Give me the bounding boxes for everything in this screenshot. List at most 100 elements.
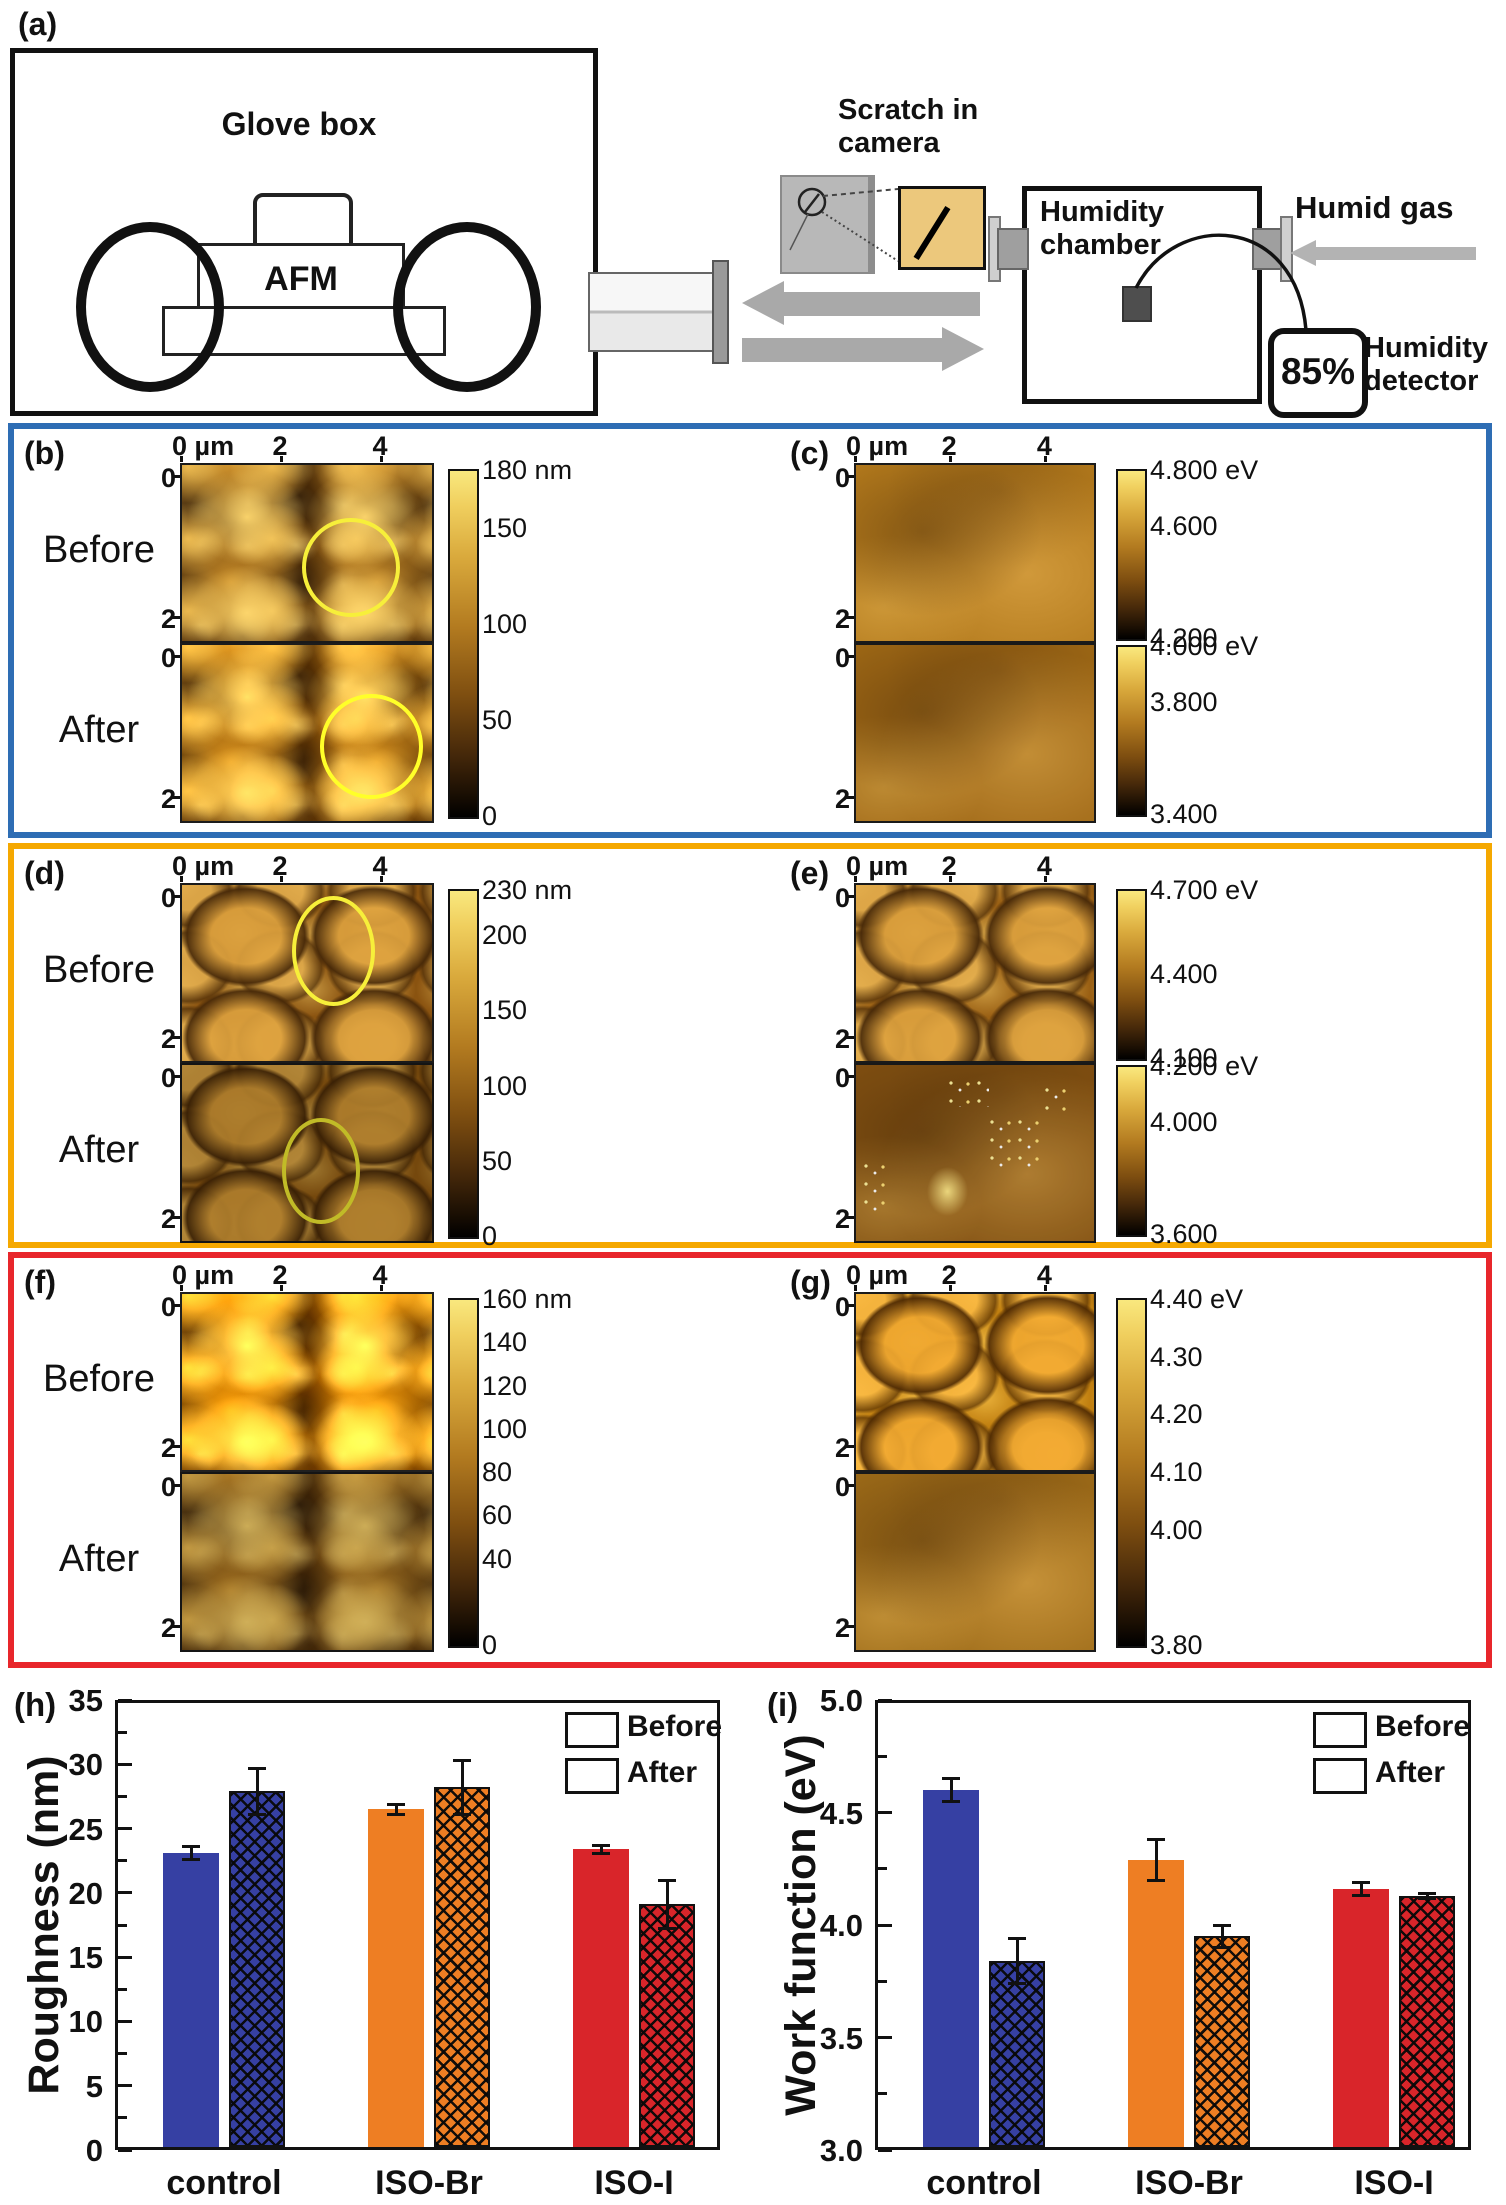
y-axis-tick — [878, 2036, 892, 2039]
after-label: After — [58, 1538, 140, 1580]
y-axis-tick-label: 0 — [834, 1063, 850, 1093]
afm-body: AFM — [197, 243, 405, 317]
x-axis-tick — [854, 876, 857, 882]
workfunction-map-after — [854, 1472, 1096, 1652]
y-axis-tick — [118, 1762, 132, 1766]
speckle-patch — [1041, 1086, 1071, 1111]
x-axis-tick — [180, 456, 183, 462]
error-bar-cap — [1418, 1896, 1436, 1900]
y-axis-minor-tick — [118, 1794, 127, 1798]
y-axis-tick-label: 0 — [160, 1063, 176, 1093]
y-axis-tick — [118, 1955, 132, 1959]
afm-topography-after — [180, 1063, 434, 1243]
bar-after-ISO-Br — [434, 1787, 490, 2147]
colorbar-tick-label: 4.800 eV — [1150, 455, 1259, 485]
colorbar-tick-label: 230 nm — [482, 875, 573, 905]
y-axis-tick-label: 2 — [160, 603, 176, 634]
colorbar-tick-label: 60 — [482, 1500, 513, 1531]
y-axis-tick — [846, 795, 854, 799]
speckle-patch — [860, 1161, 890, 1215]
x-axis-tick — [280, 1285, 283, 1291]
y-axis-tick — [172, 1444, 180, 1448]
error-bar — [1015, 1938, 1019, 1984]
panel-e-workfunction: (e) 0 µm 2 4 0 2 0 2 4.700 eV 4.400 4.100 4.200 eV… — [754, 849, 1486, 1249]
x-axis-tick — [949, 876, 953, 882]
panel-c-workfunction: (c) 0 µm 2 4 0 2 0 2 4.800 eV 4.600 4.200 4.000 eV… — [754, 429, 1486, 832]
y-axis-minor-tick — [878, 1754, 887, 1758]
y-axis-minor-tick — [118, 1923, 127, 1927]
glove-port-icon — [76, 222, 224, 392]
error-bar-cap — [182, 1857, 200, 1861]
colorbar-tick-label: 160 nm — [482, 1284, 573, 1314]
panel-g-workfunction: (g) 0 µm 2 4 0 2 0 2 4.40 eV 4.30 4.20 4.10 4.00 3.8… — [754, 1258, 1486, 1662]
y-axis-tick — [118, 1891, 132, 1895]
error-bar — [1359, 1882, 1363, 1896]
chart-roughness: (h) Roughness (nm) 0 5 10 15 20 25 30 35 control I… — [0, 1680, 753, 2205]
afm-topography-before — [180, 1292, 434, 1472]
y-axis-tick — [846, 655, 854, 658]
legend-swatch-after — [1313, 1758, 1367, 1794]
arrow-left-shaft — [782, 292, 980, 316]
x-category-label: control — [166, 2164, 282, 2202]
bar-after-ISO-I — [639, 1904, 695, 2147]
sample-block — [780, 175, 875, 274]
error-bar — [189, 1846, 193, 1860]
y-axis-tick — [172, 795, 180, 799]
highlight-circle — [292, 895, 375, 1006]
scratch-mark-icon — [913, 205, 951, 261]
x-axis-tick — [854, 1285, 857, 1291]
y-axis-minor-tick — [118, 1859, 127, 1863]
bright-blob — [927, 1167, 968, 1217]
error-bar-cap — [1352, 1894, 1370, 1898]
scratch-camera-line2: camera — [838, 127, 940, 160]
y-axis-tick-label: 0 — [834, 1292, 850, 1322]
x-axis-tick-label: 4 — [1036, 851, 1052, 881]
colorbar-tick-label: 4.100 — [1150, 1043, 1218, 1073]
panel-letter-b: (b) — [24, 435, 65, 471]
workfunction-map-after — [854, 1063, 1096, 1243]
colorbar-tick-label: 4.200 — [1150, 623, 1218, 653]
bar-before-ISO-I — [1333, 1889, 1389, 2147]
legend-swatch-after — [565, 1758, 619, 1794]
colorbar — [448, 469, 479, 819]
colorbar-tick-label: 3.400 — [1150, 799, 1218, 829]
y-axis-tick-label: 2 — [160, 1023, 176, 1054]
y-axis-tick-label: 0 — [160, 1472, 176, 1502]
y-axis-tick-label: 15 — [68, 1940, 103, 1976]
humid-gas-arrow-icon — [1290, 240, 1316, 266]
panel-letter-f: (f) — [24, 1264, 56, 1300]
y-axis-tick-label: 3.0 — [819, 2133, 863, 2168]
y-axis-minor-tick — [878, 1979, 887, 1983]
panel-row-iso-br: (d) Before After 0 µm 2 4 0 2 0 2 230 nm 200 150 1… — [8, 843, 1492, 1251]
x-axis-tick — [180, 876, 183, 882]
y-axis-tick-label: 2 — [160, 1612, 176, 1643]
y-axis-minor-tick — [118, 1730, 127, 1734]
panel-letter-g: (g) — [790, 1264, 831, 1300]
bar-before-control — [163, 1853, 219, 2147]
humidity-detector-label: Humidity detector — [1364, 332, 1488, 399]
colorbar-tick-label: 4.000 — [1150, 1107, 1218, 1137]
colorbar-tick-label: 3.800 — [1150, 687, 1218, 717]
humid-gas-arrow-shaft — [1316, 247, 1476, 260]
panel-letter-c: (c) — [790, 435, 830, 471]
y-axis-tick-label: 0 — [160, 1292, 176, 1322]
colorbar-tick-label: 3.600 — [1150, 1219, 1218, 1249]
arrow-right-shaft — [742, 338, 942, 362]
colorbar — [1116, 1065, 1147, 1237]
y-axis-tick — [172, 895, 180, 898]
y-axis-tick-label: 2 — [160, 1432, 176, 1463]
colorbar-tick-label: 50 — [482, 704, 513, 735]
y-axis-tick — [846, 1075, 854, 1078]
bar-after-control — [229, 1791, 285, 2147]
chamber-line2: chamber — [1040, 229, 1161, 262]
x-category-label: ISO-I — [594, 2164, 674, 2202]
colorbar-tick-label: 0 — [482, 801, 498, 831]
error-bar-cap — [1213, 1946, 1231, 1949]
colorbar-tick-label: 40 — [482, 1543, 513, 1574]
chamber-port — [997, 228, 1029, 270]
x-axis-tick — [1044, 876, 1048, 882]
y-axis-tick — [846, 1484, 854, 1487]
y-axis-tick-label: 25 — [68, 1811, 103, 1847]
y-axis-minor-tick — [878, 2092, 887, 2096]
y-axis-tick — [172, 615, 180, 619]
